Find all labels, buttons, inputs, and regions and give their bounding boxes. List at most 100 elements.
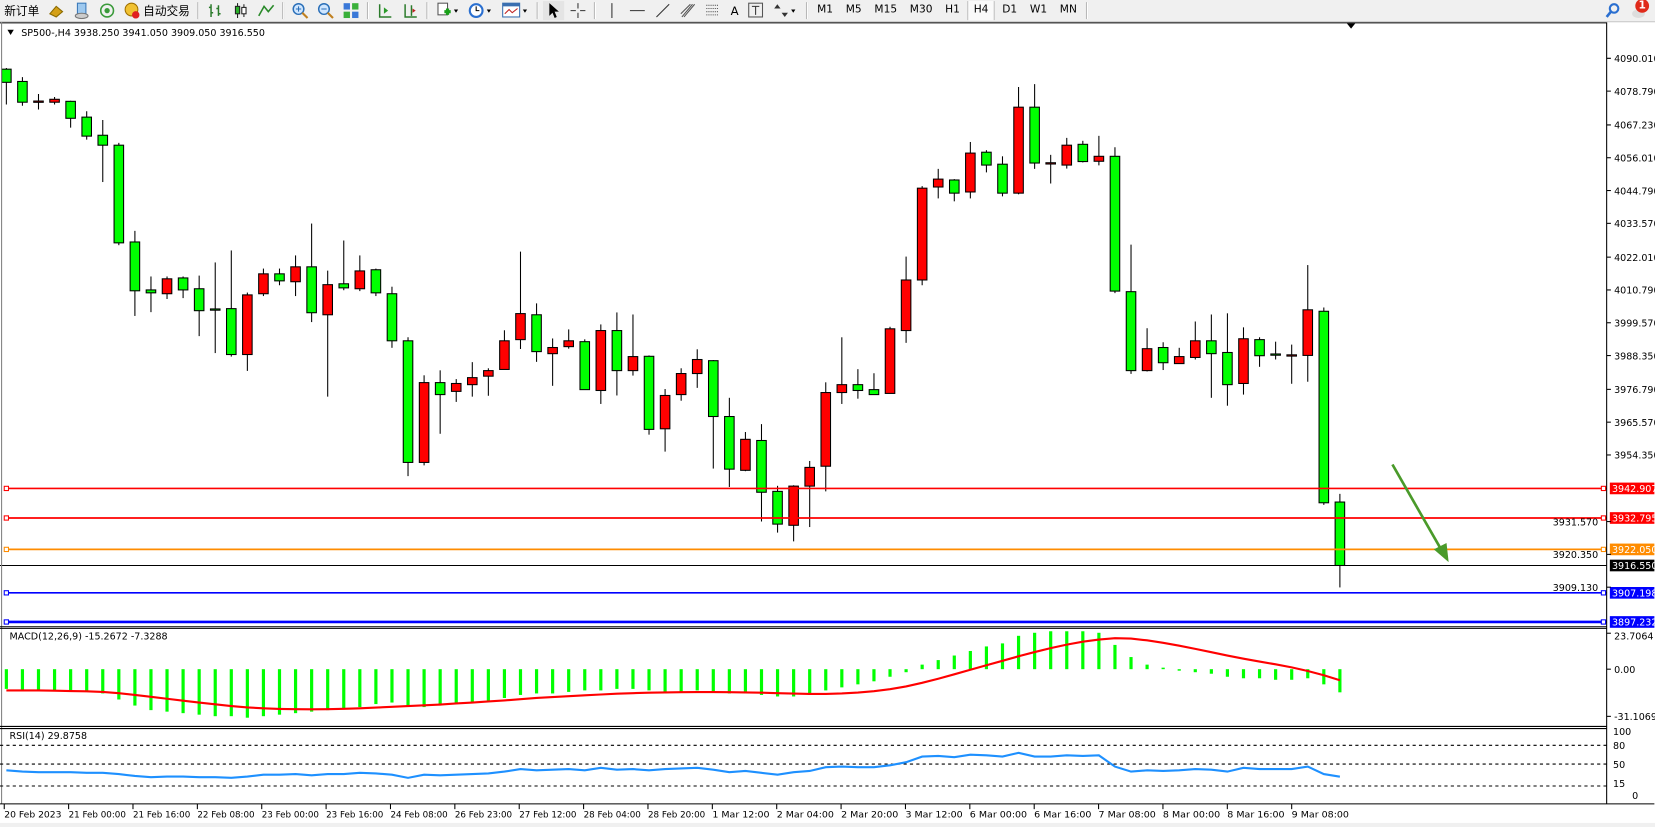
timeframe-m30-button[interactable]: M30 — [909, 4, 933, 16]
bearish-candle-body — [1125, 291, 1137, 372]
timeframe-m1-button[interactable]: M1 — [817, 4, 834, 16]
bullish-candle-body — [563, 340, 574, 348]
bullish-candle-body — [675, 373, 687, 396]
periods-clock-icon[interactable] — [464, 1, 496, 20]
candle — [274, 268, 285, 286]
bullish-candle-body — [161, 278, 173, 295]
candle — [675, 368, 687, 401]
price-axis-label: 4010.790 — [1614, 286, 1655, 297]
candle — [242, 292, 253, 371]
auto-trading-button[interactable]: 自动交易 — [121, 1, 193, 20]
timeframe-d1-button[interactable]: D1 — [1002, 4, 1018, 16]
line-handle-right[interactable] — [1600, 546, 1607, 553]
horizontal-line-icon[interactable] — [626, 1, 649, 20]
rsi-axis-label: 50 — [1613, 760, 1625, 771]
chart-menu-triangle-icon[interactable] — [7, 29, 14, 35]
line-handle-right[interactable] — [1600, 619, 1607, 625]
bearish-candle-body — [643, 355, 655, 430]
chart-window[interactable]: 3942.907 3932.795 3922.050 3907.198 3897.232… — [0, 22, 1655, 823]
bearish-candle-body — [434, 382, 446, 396]
line-handle-left[interactable] — [3, 485, 10, 492]
text-icon[interactable]: A — [728, 1, 742, 20]
toolbar-divider — [593, 2, 597, 20]
bearish-candle-body — [868, 389, 880, 396]
price-tag-label: 3942.907 — [1612, 484, 1655, 495]
bullish-candle-body — [466, 377, 478, 386]
line-handle-left[interactable] — [3, 546, 10, 553]
candle — [531, 303, 542, 362]
candlestick-chart-icon[interactable] — [229, 1, 252, 20]
candle — [49, 96, 60, 105]
line-handle-left[interactable] — [3, 590, 10, 596]
trend-arrow[interactable] — [1391, 463, 1444, 553]
cursor-icon[interactable] — [542, 1, 565, 21]
search-icon[interactable] — [1605, 2, 1622, 19]
candle — [225, 250, 237, 357]
candle — [724, 397, 735, 487]
candle — [1189, 321, 1201, 360]
signal-icon[interactable] — [95, 1, 118, 20]
candle — [563, 329, 574, 349]
candle — [33, 94, 44, 110]
candle — [1173, 347, 1185, 365]
autoscroll-icon[interactable] — [373, 1, 396, 20]
bar-chart-icon[interactable] — [204, 1, 227, 20]
tile-windows-icon[interactable] — [339, 1, 362, 20]
line-chart-icon[interactable] — [255, 1, 278, 20]
time-axis-label: 7 Mar 08:00 — [1099, 811, 1157, 821]
bullish-candle-body — [242, 294, 253, 356]
candle — [434, 370, 446, 434]
bullish-candle-body — [900, 279, 912, 332]
bullish-candle-body — [499, 340, 510, 370]
bearish-candle-body — [81, 116, 92, 137]
candle — [466, 362, 478, 397]
line-handle-right[interactable] — [1600, 515, 1607, 521]
candle — [611, 312, 623, 396]
chart-shift-icon[interactable] — [399, 1, 422, 20]
rsi-axis-label: 15 — [1613, 779, 1625, 790]
zoom-out-icon[interactable] — [314, 1, 337, 20]
time-axis-label: 9 Mar 08:00 — [1292, 811, 1350, 821]
market-watch-icon[interactable] — [70, 1, 93, 20]
trendline-icon[interactable] — [651, 1, 674, 20]
bearish-candle-body — [145, 289, 157, 294]
line-handle-left[interactable] — [3, 619, 10, 625]
candle — [338, 240, 350, 291]
chart-canvas[interactable]: 3942.907 3932.795 3922.050 3907.198 3897.232… — [0, 22, 1655, 823]
line-handle-right[interactable] — [1600, 590, 1607, 596]
fibonacci-icon[interactable] — [677, 1, 700, 20]
candle — [258, 268, 269, 297]
text-label-icon[interactable] — [744, 1, 767, 20]
timeframe-h1-button[interactable]: H1 — [945, 4, 960, 16]
price-tag — [1609, 587, 1655, 599]
candle — [1206, 314, 1217, 398]
templates-icon[interactable] — [498, 1, 532, 20]
arrows-icon[interactable] — [769, 1, 801, 20]
candle — [145, 276, 157, 313]
candle — [483, 368, 494, 396]
new-order-label: 新订单 — [4, 4, 40, 19]
candle — [804, 460, 815, 528]
notification-badge: 1 — [1635, 0, 1650, 13]
indicators-icon[interactable] — [433, 1, 463, 20]
timeframe-h4-button[interactable]: H4 — [967, 1, 995, 21]
candle — [515, 251, 526, 349]
zoom-in-icon[interactable] — [288, 1, 311, 20]
toolbar-divider — [197, 2, 200, 20]
timeframe-m5-button[interactable]: M5 — [845, 4, 862, 16]
line-handle-left[interactable] — [3, 515, 10, 521]
time-axis-label: 2 Mar 20:00 — [841, 811, 899, 821]
timeframe-mn-button[interactable]: MN — [1059, 4, 1077, 16]
new-order-button[interactable]: 新订单 — [1, 1, 42, 20]
bearish-candle-body — [1029, 106, 1040, 164]
crosshair-icon[interactable] — [566, 1, 589, 20]
time-axis-label: 23 Feb 16:00 — [326, 811, 384, 821]
notifications-button[interactable]: 1 — [1630, 0, 1650, 20]
line-handle-right[interactable] — [1600, 485, 1607, 492]
chart-shift-marker-icon[interactable] — [1346, 23, 1356, 29]
fibonacci-fan-icon[interactable] — [702, 1, 725, 20]
vertical-line-icon[interactable] — [600, 1, 623, 20]
timeframe-m15-button[interactable]: M15 — [874, 4, 898, 16]
gold-bars-icon[interactable] — [45, 1, 68, 20]
timeframe-w1-button[interactable]: W1 — [1029, 4, 1048, 16]
